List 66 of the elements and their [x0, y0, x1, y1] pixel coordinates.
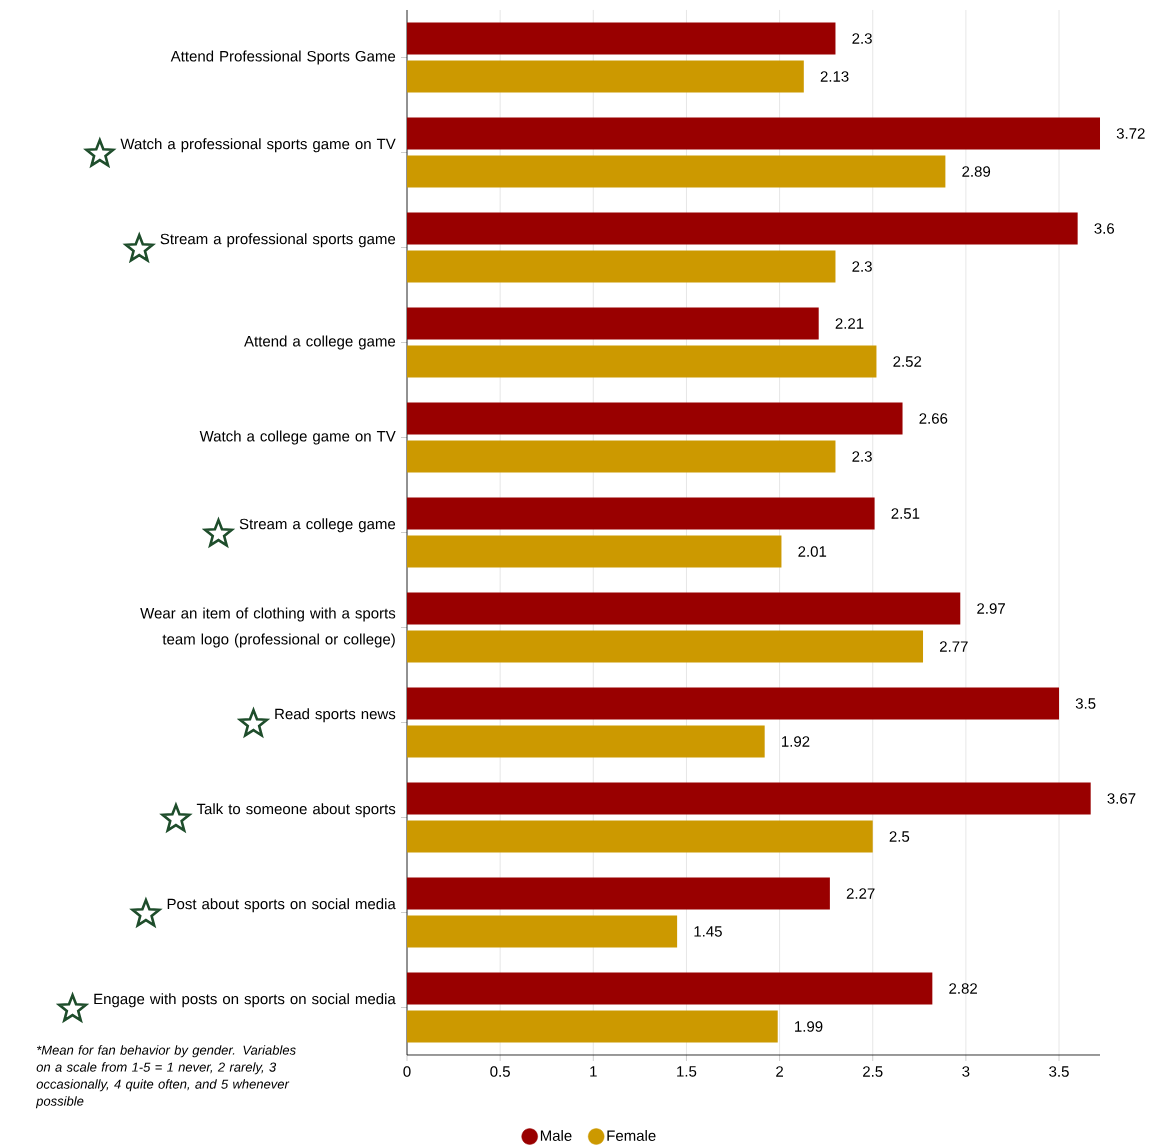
data-label: 3.67 [1107, 793, 1136, 804]
bar [407, 725, 765, 758]
bar [407, 60, 804, 93]
text: *Mean for fan behavior by gender. Variables on a scale from 1-5 = 1 never, 2 rarely, 3 occasionally, 4 quite often, and 5 whenever possible [35, 1045, 296, 1109]
data-label: 2.27 [846, 888, 875, 899]
y-tick-label: Wear an item of clothing with a sports team logo (professional or college) [140, 607, 396, 648]
data-label: 3.72 [1116, 128, 1145, 139]
bar [407, 915, 678, 948]
x-tick-label: 3 [962, 1066, 970, 1077]
data-label: 2.5 [889, 831, 910, 842]
data-label: 2.13 [820, 71, 849, 82]
x-tick-label: 1 [590, 1066, 597, 1077]
bar [407, 307, 819, 340]
data-label: 2.3 [852, 261, 872, 272]
x-tick-label: 0.5 [490, 1066, 510, 1077]
x-tick-label: 0 [403, 1066, 411, 1077]
bar [407, 630, 924, 663]
data-label: 2.3 [852, 451, 872, 462]
y-tick-label: Read sports news [275, 708, 396, 723]
bar [407, 877, 830, 910]
bar [407, 402, 903, 435]
data-label: 2.51 [891, 508, 920, 519]
y-tick-label: Stream a college game [239, 518, 396, 533]
bar [407, 155, 946, 188]
legend-label: Male [540, 1129, 572, 1141]
y-tick-label: Post about sports on social media [167, 898, 396, 913]
data-label: 2.97 [977, 603, 1005, 614]
bar [407, 250, 836, 283]
x-tick-label: 2.5 [863, 1066, 883, 1077]
data-label: 1.99 [795, 1021, 823, 1032]
bar [407, 592, 961, 625]
y-tick-label: Attend a college game [244, 335, 396, 350]
bar [407, 782, 1091, 815]
data-label: 2.21 [835, 318, 864, 329]
data-label: 3.5 [1075, 698, 1096, 709]
data-label: 2.82 [949, 983, 977, 994]
bar [407, 687, 1060, 720]
bar [407, 497, 875, 530]
data-label: 1.92 [782, 736, 810, 747]
data-label: 2.66 [919, 413, 948, 424]
y-tick-label: Watch a professional sports game on TV [120, 138, 396, 153]
y-tick-label: Talk to someone about sports [196, 803, 396, 818]
data-label: 2.52 [893, 356, 922, 367]
bar [407, 212, 1078, 245]
bar [407, 820, 873, 853]
data-label: 2.89 [962, 166, 991, 177]
data-label: 1.45 [694, 926, 722, 937]
bar [407, 345, 877, 378]
y-tick-label: Attend Professional Sports Game [170, 50, 396, 65]
legend-label: Female [607, 1129, 656, 1141]
bar [407, 22, 836, 55]
x-tick-label: 2 [776, 1066, 783, 1077]
data-label: 2.01 [798, 546, 827, 557]
bar [407, 1010, 778, 1043]
y-tick-label: Watch a college game on TV [199, 430, 396, 445]
bar [407, 117, 1100, 150]
bar [407, 440, 836, 473]
y-tick-label: Engage with posts on sports on social media [94, 993, 396, 1008]
data-label: 3.6 [1094, 223, 1115, 234]
bar [407, 535, 782, 568]
x-tick-label: 1.5 [677, 1066, 697, 1077]
data-label: 2.3 [852, 33, 872, 44]
y-tick-label: Stream a professional sports game [160, 233, 396, 248]
x-tick-label: 3.5 [1049, 1066, 1069, 1077]
data-label: 2.77 [939, 641, 968, 652]
bar [407, 972, 933, 1005]
